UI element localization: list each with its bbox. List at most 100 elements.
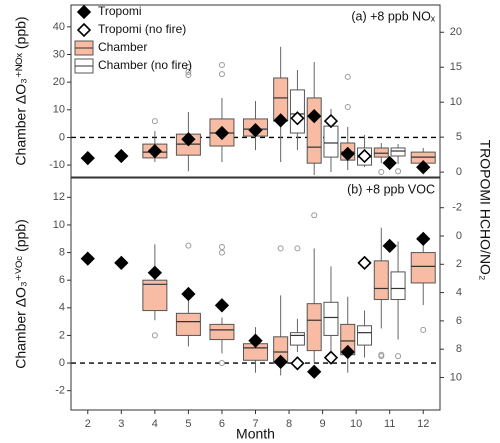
box	[323, 301, 339, 336]
panel-title: (b) +8 ppb VOC	[347, 182, 435, 196]
outlier	[420, 326, 427, 333]
panel-border	[70, 177, 441, 411]
outlier	[378, 169, 385, 176]
outlier	[395, 353, 402, 360]
x-tick-label: 11	[384, 418, 395, 430]
y-axis-label: Chamber ΔO₃⁺ᴺᴼˣ (ppb)	[13, 16, 29, 165]
x-tick-label: 9	[320, 418, 326, 430]
x-tick-label: 8	[286, 418, 292, 430]
diamond	[214, 125, 230, 141]
diamond	[382, 238, 397, 254]
box	[142, 279, 168, 312]
diamond	[382, 155, 397, 171]
diamond	[273, 113, 288, 128]
diamond	[357, 255, 372, 271]
panel-title: (a) +8 ppb NOₓ	[351, 9, 436, 23]
diamond	[416, 160, 431, 175]
y-tick-label: 2	[59, 329, 65, 341]
diamond	[323, 350, 339, 365]
y-tick-label: 0	[59, 357, 65, 369]
x-tick-label: 2	[85, 418, 91, 430]
box	[306, 97, 322, 164]
outlier	[151, 118, 158, 125]
x-tick-label: 5	[185, 418, 191, 430]
outlier	[218, 244, 225, 251]
box	[390, 147, 406, 157]
y2-tick-label: 8	[456, 343, 462, 355]
box	[390, 271, 406, 301]
diamond	[80, 251, 95, 266]
outlier	[185, 68, 192, 75]
y2-axis-label: TROPOMI HCHO/NO₂	[477, 140, 493, 281]
diamond	[307, 109, 322, 124]
outlier	[294, 245, 301, 252]
legend-label: Tropomi (no fire)	[98, 22, 186, 36]
y-tick-label: 20	[53, 76, 65, 88]
y-tick-label: 0	[59, 131, 65, 143]
outlier	[218, 62, 225, 69]
diamond	[290, 111, 305, 126]
y2-tick-label: 5	[456, 131, 462, 143]
y2-tick-label: 15	[450, 61, 462, 73]
y2-tick-label: 6	[456, 315, 462, 327]
x-axis-label: Month	[236, 426, 275, 442]
x-tick-label: 6	[219, 418, 225, 430]
y-tick-label: 6	[59, 274, 65, 286]
y2-tick-label: 20	[450, 26, 462, 38]
diamond	[181, 132, 196, 147]
box	[410, 252, 436, 284]
y2-tick-label: 4	[456, 286, 462, 298]
legend-label: Chamber (no fire)	[98, 58, 192, 72]
box	[289, 332, 305, 346]
y2-tick-label: 2	[456, 258, 462, 270]
legend-label: Chamber	[98, 40, 147, 54]
outlier	[311, 212, 318, 219]
diamond	[357, 148, 372, 164]
legend-label: Tropomi	[98, 4, 142, 18]
y-tick-label: -2	[55, 385, 65, 397]
box	[373, 147, 389, 158]
x-tick-label: 12	[417, 418, 429, 430]
diamond	[416, 231, 431, 246]
box	[323, 125, 339, 158]
y-tick-label: 30	[53, 48, 65, 60]
diamond	[114, 148, 129, 164]
y2-tick-label: 10	[450, 96, 462, 108]
y2-tick-label: 0	[456, 166, 462, 178]
y2-tick-label: 10	[450, 371, 462, 383]
x-tick-label: 4	[152, 418, 158, 430]
diamond	[80, 150, 95, 166]
outlier	[151, 332, 158, 339]
diamond	[147, 143, 162, 159]
y-tick-label: 10	[53, 104, 65, 116]
diamond	[248, 123, 263, 138]
outlier	[344, 104, 351, 111]
diamond	[323, 113, 339, 129]
box	[209, 323, 235, 341]
outlier	[218, 249, 225, 256]
box	[357, 325, 373, 346]
diamond	[273, 354, 288, 370]
y-tick-label: -10	[49, 159, 65, 171]
y-tick-label: 4	[59, 302, 65, 314]
outlier	[218, 71, 225, 78]
x-tick-label: 7	[252, 418, 258, 430]
outlier	[218, 360, 225, 367]
legend-marker	[76, 4, 92, 20]
y-tick-label: 12	[53, 191, 65, 203]
y-tick-label: 40	[53, 21, 65, 33]
diamond	[114, 255, 129, 271]
diamond	[181, 286, 196, 302]
box	[306, 303, 322, 352]
diamond	[290, 356, 305, 371]
y-axis-label: Chamber ΔO₃⁺ⱽᴼᶜ (ppb)	[13, 219, 29, 369]
y-tick-label: 10	[53, 219, 65, 231]
panel-border	[70, 4, 441, 178]
outlier	[378, 351, 385, 358]
diamond	[147, 265, 162, 280]
outlier	[185, 242, 192, 249]
diamond	[248, 333, 263, 348]
legend-marker	[76, 22, 92, 38]
y2-tick-label: -2	[452, 202, 462, 214]
